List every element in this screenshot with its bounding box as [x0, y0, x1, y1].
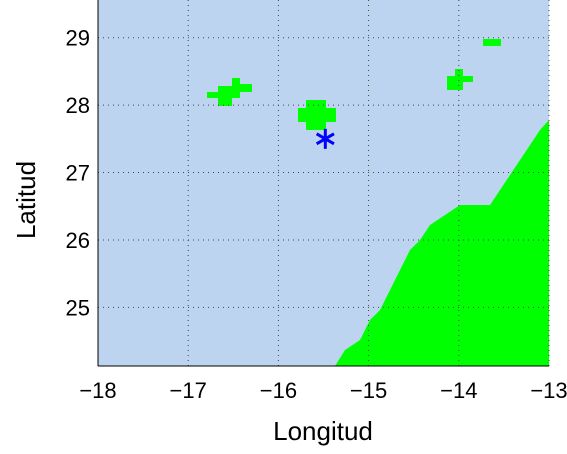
y-tick-label: 29: [66, 26, 90, 51]
marker: [315, 128, 335, 149]
y-axis-label: Latitud: [11, 161, 41, 239]
x-tick-label: −13: [530, 378, 567, 403]
land: [207, 39, 549, 366]
y-tick-label: 26: [66, 228, 90, 253]
island: [483, 39, 501, 46]
x-tick-label: −16: [260, 378, 297, 403]
x-tick-label: −15: [350, 378, 387, 403]
island: [207, 78, 252, 106]
x-tick-label: −18: [79, 378, 116, 403]
y-tick-label: 27: [66, 161, 90, 186]
island: [447, 69, 473, 90]
y-tick-label: 25: [66, 295, 90, 320]
island: [298, 100, 336, 130]
x-tick-label: −14: [440, 378, 477, 403]
x-axis-label: Longitud: [273, 416, 373, 446]
x-tick-label: −17: [170, 378, 207, 403]
y-tick-label: 28: [66, 93, 90, 118]
marker-stroke: [315, 132, 335, 146]
land-mass: [335, 120, 549, 366]
